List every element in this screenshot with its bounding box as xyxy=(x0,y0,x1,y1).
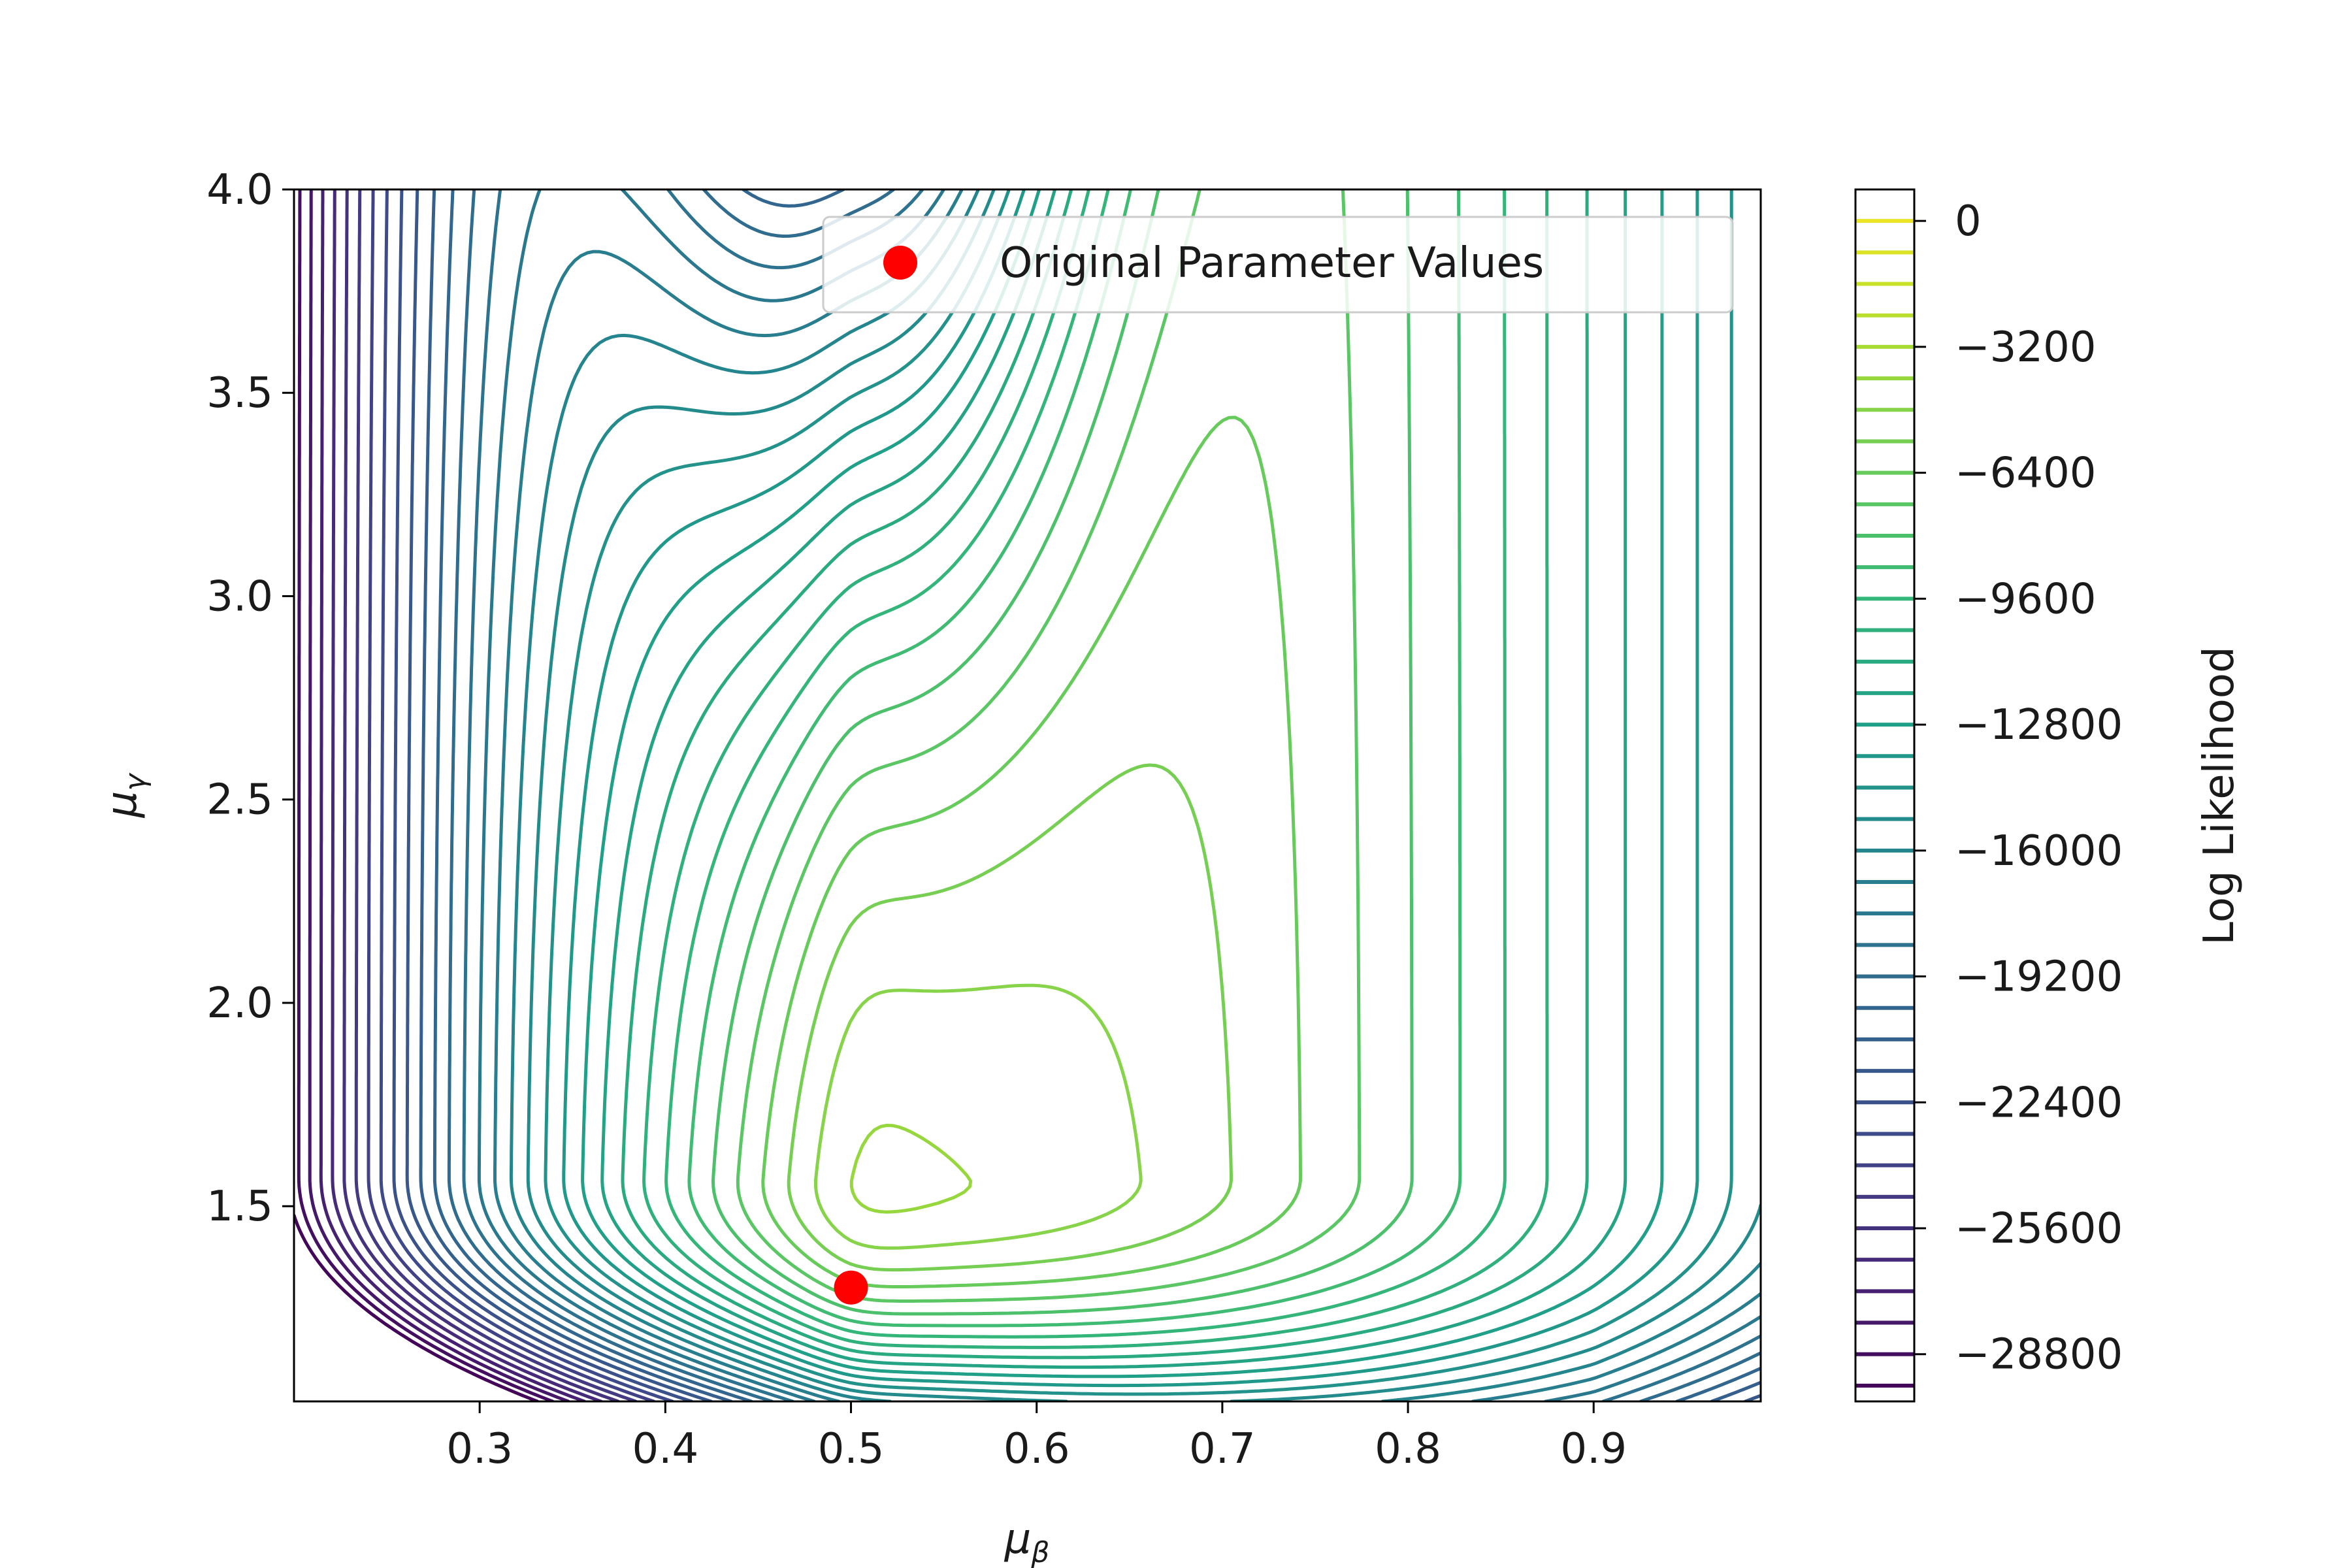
colorbar-tick-label: −3200 xyxy=(1955,323,2097,372)
contour-level-37 xyxy=(294,1213,540,1401)
y-tick-label: 3.5 xyxy=(206,369,273,417)
colorbar-ticks: 0 −3200 −6400 −9600 −12800 −16000 −19200 −22400… xyxy=(1914,197,2123,1379)
contour-level-26 xyxy=(419,189,1761,1401)
contour-level-19 xyxy=(526,189,1761,1401)
contour-level-15 xyxy=(600,189,1627,1369)
contour-level-22 xyxy=(477,189,1761,1401)
y-tick-label: 2.5 xyxy=(206,776,273,825)
y-tick-label: 4.0 xyxy=(206,166,273,214)
legend-box xyxy=(822,216,1734,314)
contour-level-29 xyxy=(379,189,674,1401)
plot-frame xyxy=(293,188,1762,1403)
x-tick-label: 0.9 xyxy=(1560,1425,1627,1473)
contour-level-23 xyxy=(462,189,1761,1401)
x-tick-label: 0.7 xyxy=(1189,1425,1256,1473)
contour-level-13 xyxy=(642,189,1549,1349)
contour-level-16 xyxy=(581,189,1664,1379)
contour-level-27 xyxy=(405,189,1761,1401)
y-tick-label: 1.5 xyxy=(206,1183,273,1231)
contour-level-20 xyxy=(509,189,1761,1401)
colorbar: 0 −3200 −6400 −9600 −12800 −16000 −19200 −22400… xyxy=(1854,188,2244,1403)
colorbar-tick-label: −6400 xyxy=(1955,449,2097,498)
colorbar-tick-label: −12800 xyxy=(1955,701,2123,749)
colorbar-tick-label: −28800 xyxy=(1955,1331,2123,1379)
legend-marker-icon xyxy=(883,246,917,280)
contour-level-36 xyxy=(297,189,555,1401)
colorbar-frame xyxy=(1854,188,1916,1403)
colorbar-tick-label: −22400 xyxy=(1955,1079,2123,1127)
contour-level-31 xyxy=(354,189,638,1401)
contour-level-12 xyxy=(664,189,1507,1339)
contour-level-28 xyxy=(392,189,693,1401)
y-axis-label: μγ xyxy=(98,773,152,819)
contour-level-18 xyxy=(544,189,1733,1396)
colorbar-levels xyxy=(1855,219,1914,1388)
contour-level-14 xyxy=(621,189,1589,1360)
colorbar-tick-label: −25600 xyxy=(1955,1205,2123,1253)
plot-area xyxy=(293,188,1762,1403)
x-axis-label: μβ xyxy=(1004,1515,1050,1568)
contour-level-10 xyxy=(711,189,1414,1316)
x-tick-label: 0.5 xyxy=(818,1425,885,1473)
colorbar-tick-label: −9600 xyxy=(1955,575,2097,623)
x-axis-ticks: 0.3 0.4 0.5 0.6 0.7 0.8 0.9 xyxy=(446,1401,1627,1473)
contour-level-11 xyxy=(687,189,1462,1328)
contour-level-24 xyxy=(447,189,1761,1401)
x-tick-label: 0.8 xyxy=(1375,1425,1441,1473)
legend: Original Parameter Values xyxy=(822,216,1734,314)
colorbar-tick-label: −16000 xyxy=(1955,827,2123,875)
contour-level-30 xyxy=(367,189,656,1401)
contour-level-35 xyxy=(308,189,570,1401)
contour-level-7 xyxy=(787,763,1233,1272)
contour-lines xyxy=(294,189,1761,1401)
contour-level-8 xyxy=(761,416,1303,1288)
contour-level-6 xyxy=(813,983,1143,1250)
y-axis-ticks: 1.5 2.0 2.5 3.0 3.5 4.0 xyxy=(206,166,294,1231)
x-tick-label: 0.4 xyxy=(632,1425,698,1473)
data-markers xyxy=(834,1270,868,1305)
contour-level-5 xyxy=(849,1124,973,1214)
y-tick-label: 2.0 xyxy=(206,979,273,1028)
colorbar-tick-label: 0 xyxy=(1955,197,1982,246)
x-tick-label: 0.6 xyxy=(1004,1425,1070,1473)
original-parameter-marker xyxy=(834,1270,868,1305)
contour-level-17 xyxy=(562,189,1699,1388)
contour-level-33 xyxy=(331,189,603,1401)
y-tick-label: 3.0 xyxy=(206,572,273,621)
colorbar-label: Log Likelihood xyxy=(2195,646,2244,945)
colorbar-tick-label: −19200 xyxy=(1955,953,2123,1002)
legend-label: Original Parameter Values xyxy=(1000,239,1544,287)
contour-level-25 xyxy=(433,189,1761,1401)
contour-level-32 xyxy=(342,189,620,1401)
x-tick-label: 0.3 xyxy=(446,1425,513,1473)
contour-level-34 xyxy=(319,189,587,1401)
